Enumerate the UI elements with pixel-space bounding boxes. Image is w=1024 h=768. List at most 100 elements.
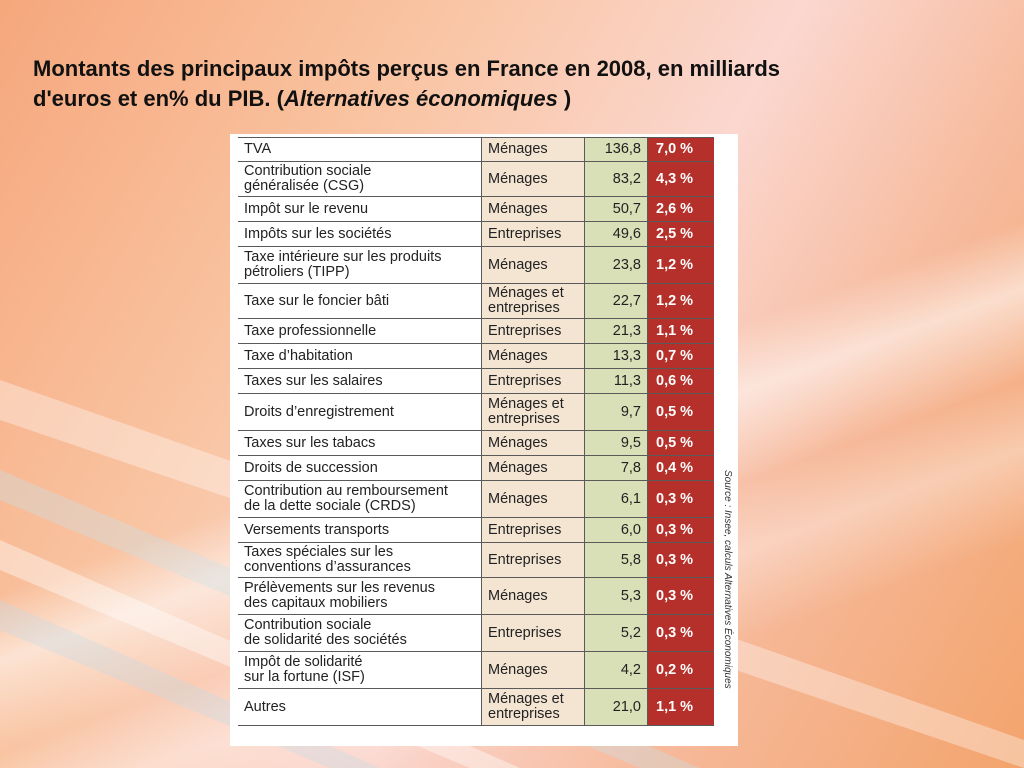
taxpayer-cell: Entreprises bbox=[481, 542, 585, 578]
title-line-1: Montants des principaux impôts perçus en… bbox=[33, 56, 781, 81]
gdp-share-cell: 0,5 % bbox=[647, 393, 714, 431]
tax-name-cell: Versements transports bbox=[238, 517, 482, 543]
table-row: Prélèvements sur les revenus des capitaux… bbox=[238, 577, 714, 615]
table-row: Taxes sur les salaires Entreprises 11,3 0,6… bbox=[238, 368, 714, 394]
table-row: Taxe intérieure sur les produits pétrolie… bbox=[238, 246, 714, 284]
amount-cell: 11,3 bbox=[584, 368, 648, 394]
gdp-share-cell: 0,3 % bbox=[647, 517, 714, 543]
tax-name-cell: Taxe sur le foncier bâti bbox=[238, 283, 482, 319]
tax-table-card: TVA Ménages 136,8 7,0 % Contribution sociale… bbox=[230, 134, 738, 746]
gdp-share-cell: 4,3 % bbox=[647, 161, 714, 197]
taxpayer-cell: Entreprises bbox=[481, 517, 585, 543]
tax-name-cell: Impôt de solidarité sur la fortune (ISF) bbox=[238, 651, 482, 689]
gdp-share-cell: 1,1 % bbox=[647, 318, 714, 344]
tax-name-cell: Taxe intérieure sur les produits pétrolie… bbox=[238, 246, 482, 284]
taxpayer-cell: Entreprises bbox=[481, 221, 585, 247]
amount-cell: 4,2 bbox=[584, 651, 648, 689]
taxpayer-cell: Ménages bbox=[481, 577, 585, 615]
taxpayer-cell: Ménages bbox=[481, 480, 585, 518]
table-row: Autres Ménages et entreprises 21,0 1,1 % bbox=[238, 688, 714, 726]
taxpayer-cell: Ménages bbox=[481, 246, 585, 284]
title-line-2-suffix: ) bbox=[557, 86, 572, 111]
table-row: Impôts sur les sociétés Entreprises 49,6 2,… bbox=[238, 221, 714, 247]
title-line-2-prefix: d'euros et en% du PIB. ( bbox=[33, 86, 284, 111]
tax-name-cell: Droits de succession bbox=[238, 455, 482, 481]
gdp-share-cell: 1,2 % bbox=[647, 246, 714, 284]
amount-cell: 5,2 bbox=[584, 614, 648, 652]
taxpayer-cell: Ménages bbox=[481, 651, 585, 689]
taxpayer-cell: Ménages bbox=[481, 196, 585, 222]
table-row: Droits d’enregistrement Ménages et entrepr… bbox=[238, 393, 714, 431]
tax-name-cell: Taxe professionnelle bbox=[238, 318, 482, 344]
gdp-share-cell: 0,5 % bbox=[647, 430, 714, 456]
gdp-share-cell: 0,2 % bbox=[647, 651, 714, 689]
taxpayer-cell: Entreprises bbox=[481, 318, 585, 344]
source-note-text: Source : Insee, calculs Alternatives Éco… bbox=[722, 470, 733, 689]
tax-name-cell: Taxes sur les tabacs bbox=[238, 430, 482, 456]
title-line-2: d'euros et en% du PIB. (Alternatives éco… bbox=[33, 84, 933, 114]
tax-table: TVA Ménages 136,8 7,0 % Contribution sociale… bbox=[238, 137, 714, 726]
tax-name-cell: Taxes sur les salaires bbox=[238, 368, 482, 394]
amount-cell: 7,8 bbox=[584, 455, 648, 481]
gdp-share-cell: 1,1 % bbox=[647, 688, 714, 726]
tax-name-cell: TVA bbox=[238, 137, 482, 162]
gdp-share-cell: 0,4 % bbox=[647, 455, 714, 481]
taxpayer-cell: Ménages bbox=[481, 455, 585, 481]
table-row: Taxe professionnelle Entreprises 21,3 1,1 % bbox=[238, 318, 714, 344]
taxpayer-cell: Ménages bbox=[481, 430, 585, 456]
table-row: Contribution sociale de solidarité des so… bbox=[238, 614, 714, 652]
taxpayer-cell: Ménages et entreprises bbox=[481, 688, 585, 726]
amount-cell: 6,1 bbox=[584, 480, 648, 518]
tax-table-body: TVA Ménages 136,8 7,0 % Contribution sociale… bbox=[238, 137, 714, 726]
taxpayer-cell: Ménages bbox=[481, 343, 585, 369]
taxpayer-cell: Ménages et entreprises bbox=[481, 393, 585, 431]
gdp-share-cell: 0,7 % bbox=[647, 343, 714, 369]
table-row: Impôt de solidarité sur la fortune (ISF) M… bbox=[238, 651, 714, 689]
table-row: Droits de succession Ménages 7,8 0,4 % bbox=[238, 455, 714, 481]
tax-name-cell: Contribution sociale généralisée (CSG) bbox=[238, 161, 482, 197]
amount-cell: 21,3 bbox=[584, 318, 648, 344]
taxpayer-cell: Ménages et entreprises bbox=[481, 283, 585, 319]
gdp-share-cell: 1,2 % bbox=[647, 283, 714, 319]
table-row: Impôt sur le revenu Ménages 50,7 2,6 % bbox=[238, 196, 714, 222]
page-title: Montants des principaux impôts perçus en… bbox=[33, 54, 933, 114]
table-row: Versements transports Entreprises 6,0 0,3 % bbox=[238, 517, 714, 543]
gdp-share-cell: 0,3 % bbox=[647, 480, 714, 518]
amount-cell: 6,0 bbox=[584, 517, 648, 543]
gdp-share-cell: 2,6 % bbox=[647, 196, 714, 222]
tax-name-cell: Contribution au remboursement de la dette… bbox=[238, 480, 482, 518]
amount-cell: 9,7 bbox=[584, 393, 648, 431]
amount-cell: 5,8 bbox=[584, 542, 648, 578]
amount-cell: 21,0 bbox=[584, 688, 648, 726]
tax-name-cell: Impôts sur les sociétés bbox=[238, 221, 482, 247]
gdp-share-cell: 0,3 % bbox=[647, 542, 714, 578]
table-row: Contribution au remboursement de la dette… bbox=[238, 480, 714, 518]
table-row: Taxes sur les tabacs Ménages 9,5 0,5 % bbox=[238, 430, 714, 456]
tax-name-cell: Prélèvements sur les revenus des capitaux… bbox=[238, 577, 482, 615]
taxpayer-cell: Ménages bbox=[481, 161, 585, 197]
tax-name-cell: Droits d’enregistrement bbox=[238, 393, 482, 431]
table-row: Taxe d’habitation Ménages 13,3 0,7 % bbox=[238, 343, 714, 369]
amount-cell: 136,8 bbox=[584, 137, 648, 162]
gdp-share-cell: 0,6 % bbox=[647, 368, 714, 394]
amount-cell: 22,7 bbox=[584, 283, 648, 319]
tax-name-cell: Taxe d’habitation bbox=[238, 343, 482, 369]
table-row: Contribution sociale généralisée (CSG) Mén… bbox=[238, 161, 714, 197]
amount-cell: 9,5 bbox=[584, 430, 648, 456]
table-row: Taxes spéciales sur les conventions d’ass… bbox=[238, 542, 714, 578]
taxpayer-cell: Entreprises bbox=[481, 614, 585, 652]
gdp-share-cell: 0,3 % bbox=[647, 614, 714, 652]
tax-name-cell: Autres bbox=[238, 688, 482, 726]
taxpayer-cell: Entreprises bbox=[481, 368, 585, 394]
tax-name-cell: Contribution sociale de solidarité des so… bbox=[238, 614, 482, 652]
amount-cell: 5,3 bbox=[584, 577, 648, 615]
amount-cell: 49,6 bbox=[584, 221, 648, 247]
amount-cell: 23,8 bbox=[584, 246, 648, 284]
amount-cell: 50,7 bbox=[584, 196, 648, 222]
taxpayer-cell: Ménages bbox=[481, 137, 585, 162]
gdp-share-cell: 7,0 % bbox=[647, 137, 714, 162]
amount-cell: 13,3 bbox=[584, 343, 648, 369]
tax-name-cell: Taxes spéciales sur les conventions d’ass… bbox=[238, 542, 482, 578]
gdp-share-cell: 0,3 % bbox=[647, 577, 714, 615]
gdp-share-cell: 2,5 % bbox=[647, 221, 714, 247]
